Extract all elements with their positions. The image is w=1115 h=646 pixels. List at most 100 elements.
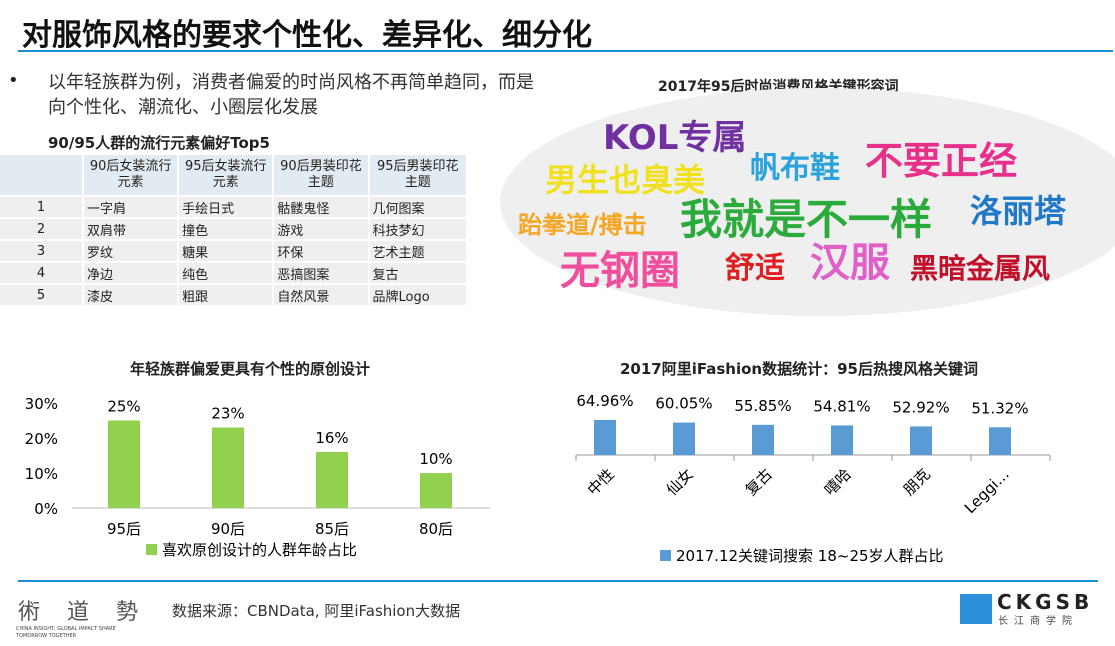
table-cell: 5 [0, 285, 82, 305]
bar [594, 419, 616, 455]
data-label: 55.85% [734, 397, 791, 415]
bar [212, 427, 244, 508]
logo-right: CKGSB [997, 590, 1094, 614]
bar [673, 422, 695, 455]
cloud-word: 不要正经 [865, 139, 1018, 183]
preference-table: 90后女装流行元素 95后女装流行元素 90后男装印花主题 95后男装印花主题 1 一字肩… [0, 153, 468, 307]
x-tick-label: 复古 [742, 465, 776, 499]
ckgsb-logo-icon [960, 594, 992, 624]
x-tick-label: 仙女 [663, 465, 697, 499]
x-tick-label: 中性 [584, 465, 618, 499]
table-cell: 漆皮 [84, 285, 178, 305]
chart1-title: 年轻族群偏爱更具有个性的原创设计 [130, 360, 371, 378]
data-source: 数据来源：CBNData, 阿里iFashion大数据 [172, 602, 461, 620]
logo-right-sub: 长江商学院 [998, 616, 1078, 627]
footer-divider [18, 580, 1098, 582]
page-title: 对服饰风格的要求个性化、差异化、细分化 [22, 18, 592, 53]
cloud-word: 黑暗金属风 [910, 252, 1051, 285]
x-tick-label: 80后 [419, 520, 453, 538]
y-tick-label: 0% [34, 500, 58, 518]
table-cell: 复古 [369, 263, 466, 283]
bar [752, 424, 774, 455]
table-cell: 艺术主题 [369, 241, 466, 261]
y-tick-label: 10% [25, 465, 58, 483]
x-tick-label: 朋克 [900, 465, 934, 499]
cloud-word: 跆拳道/搏击 [518, 211, 647, 239]
table-cell: 1 [0, 197, 82, 217]
data-label: 51.32% [971, 399, 1028, 417]
bar [831, 425, 853, 455]
data-label: 23% [211, 405, 244, 423]
logo-left-slogan: CHINA INSIGHT, GLOBAL IMPACT SHARE TOMOR… [16, 626, 116, 639]
table-cell: 撞色 [179, 219, 273, 239]
bar [108, 420, 140, 508]
data-label: 60.05% [655, 395, 712, 413]
cloud-word: 洛丽塔 [970, 192, 1067, 230]
table-row: 3 罗纹 糖果 环保 艺术主题 [0, 241, 466, 261]
bar [989, 427, 1011, 455]
chart2-title: 2017阿里iFashion数据统计：95后热搜风格关键词 [620, 360, 978, 378]
data-label: 64.96% [576, 392, 633, 410]
table-header: 95后女装流行元素 [179, 155, 273, 195]
bar [910, 426, 932, 455]
x-tick-label: Leggi… [961, 465, 1013, 517]
table-cell: 游戏 [274, 219, 368, 239]
title-divider [18, 50, 1113, 52]
x-tick-label: 85后 [315, 520, 349, 538]
data-label: 52.92% [892, 398, 949, 416]
cloud-word: 汉服 [810, 240, 890, 286]
table-cell: 手绘日式 [179, 197, 273, 217]
cloud-word: KOL专属 [603, 118, 747, 158]
data-label: 10% [419, 450, 452, 468]
table-row: 4 净边 纯色 恶搞图案 复古 [0, 263, 466, 283]
cloud-word: 舒适 [725, 251, 785, 286]
table-title: 90/95人群的流行元素偏好Top5 [48, 134, 270, 152]
table-cell: 科技梦幻 [369, 219, 466, 239]
y-tick-label: 20% [25, 430, 58, 448]
table-cell: 恶搞图案 [274, 263, 368, 283]
table-cell: 骷髅鬼怪 [274, 197, 368, 217]
table-cell: 2 [0, 219, 82, 239]
x-tick-label: 嘻哈 [821, 465, 855, 499]
cloud-word: 男生也臭美 [545, 161, 706, 199]
table-header [0, 155, 82, 195]
legend-label: 喜欢原创设计的人群年龄占比 [162, 541, 357, 559]
table-cell: 自然风景 [274, 285, 368, 305]
data-label: 54.81% [813, 397, 870, 415]
legend-label: 2017.12关键词搜索 18~25岁人群占比 [676, 547, 944, 565]
table-cell: 罗纹 [84, 241, 178, 261]
cloud-word: 我就是不一样 [680, 195, 933, 244]
chart2: 64.96% 中性 60.05% 仙女 55.85% 复古 54.81% 嘻哈 52.92% 朋克… [575, 392, 1051, 565]
data-label: 16% [315, 429, 348, 447]
table-cell: 品牌Logo [369, 285, 466, 305]
table-cell: 环保 [274, 241, 368, 261]
table-cell: 双肩带 [84, 219, 178, 239]
cloud-word: 无钢圈 [560, 248, 680, 294]
table-header: 90后男装印花主题 [274, 155, 368, 195]
data-label: 25% [107, 398, 140, 416]
x-tick-label: 90后 [211, 520, 245, 538]
table-row: 5 漆皮 粗跟 自然风景 品牌Logo [0, 285, 466, 305]
legend-swatch [660, 550, 671, 561]
table-cell: 4 [0, 263, 82, 283]
word-cloud-background [500, 88, 1115, 316]
table-row: 1 一字肩 手绘日式 骷髅鬼怪 几何图案 [0, 197, 466, 217]
table-header: 90后女装流行元素 [84, 155, 178, 195]
bullet-text: 以年轻族群为例，消费者偏爱的时尚风格不再简单趋同，而是向个性化、潮流化、小圈层化… [48, 72, 534, 118]
bullet-marker: • [8, 70, 19, 91]
bar [420, 473, 452, 508]
table-header: 95后男装印花主题 [369, 155, 466, 195]
table-cell: 一字肩 [84, 197, 178, 217]
table-row: 2 双肩带 撞色 游戏 科技梦幻 [0, 219, 466, 239]
legend-swatch [146, 544, 157, 555]
table-cell: 粗跟 [179, 285, 273, 305]
chart1: 0% 10% 20% 30% 25% 95后 23% 90后 16% 85后 10% 80后喜欢原创设… [25, 395, 490, 559]
cloud-word: 帆布鞋 [750, 151, 840, 186]
x-tick-label: 95后 [107, 520, 141, 538]
table-cell: 几何图案 [369, 197, 466, 217]
bar [316, 452, 348, 508]
table-cell: 纯色 [179, 263, 273, 283]
y-tick-label: 30% [25, 395, 58, 413]
table-cell: 糖果 [179, 241, 273, 261]
logo-left: 術 道 勢 [18, 600, 148, 625]
